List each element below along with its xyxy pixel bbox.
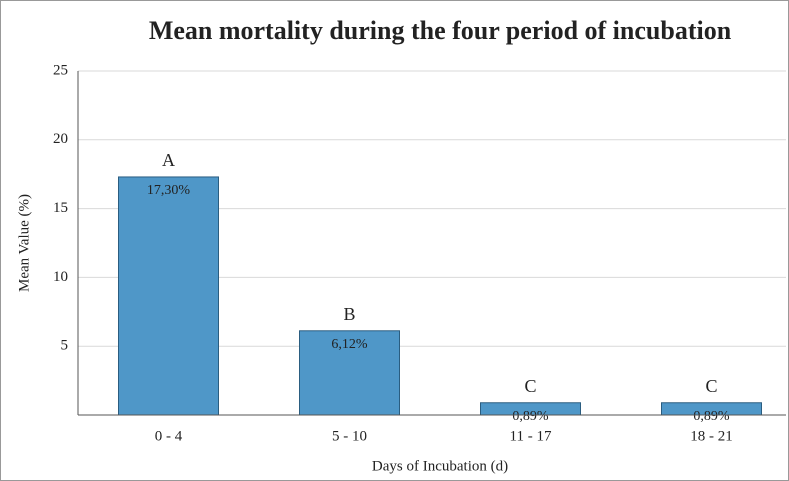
y-tick-label: 15 [53, 200, 68, 216]
y-tick-label: 20 [53, 131, 68, 147]
annotation: A [162, 150, 175, 170]
x-tick-label: 18 - 21 [690, 428, 733, 444]
value-label: 6,12% [331, 337, 368, 352]
x-tick-label: 11 - 17 [510, 428, 552, 444]
annotation: C [524, 376, 536, 396]
x-tick-label: 5 - 10 [332, 428, 367, 444]
chart-title: Mean mortality during the four period of… [149, 16, 732, 45]
y-tick-label: 25 [53, 62, 68, 78]
annotation: B [343, 304, 355, 324]
y-tick-label: 5 [61, 338, 69, 354]
y-tick-label: 10 [53, 269, 68, 285]
y-axis-label: Mean Value (%) [16, 194, 32, 292]
bar [299, 330, 400, 416]
value-label: 17,30% [147, 183, 191, 198]
value-label: 0,89% [512, 409, 549, 424]
value-label: 0,89% [693, 409, 730, 424]
annotation: C [705, 376, 717, 396]
x-axis-label: Days of Incubation (d) [372, 458, 508, 474]
bar [118, 176, 219, 416]
x-tick-label: 0 - 4 [155, 428, 183, 444]
